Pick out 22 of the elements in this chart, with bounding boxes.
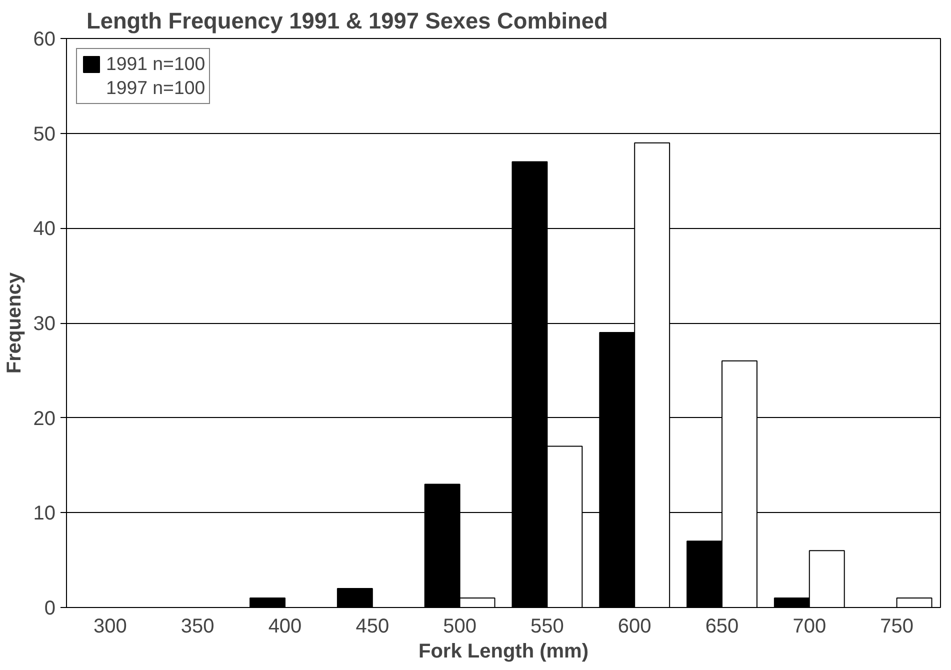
x-tick-label: 700 (792, 616, 826, 638)
legend-label: 1991 n=100 (106, 53, 206, 75)
x-tick-label: 450 (356, 616, 390, 638)
text: 1997 n=100 (106, 77, 206, 99)
x-tick-label: 400 (268, 616, 302, 638)
y-tick-label: 0 (44, 598, 56, 620)
x-tick-label: 350 (180, 616, 214, 638)
y-tick-label: 10 (33, 502, 56, 525)
y-tick-label: 50 (33, 123, 56, 146)
x-tick-label: 550 (530, 616, 564, 638)
x-tick-label: 500 (443, 616, 476, 638)
y-tick-label: 20 (33, 408, 56, 430)
x-tick-label: 600 (618, 616, 652, 638)
y-axis-title: Frequency (3, 272, 26, 374)
y-tick-label: 60 (33, 28, 56, 50)
chart-title: Length Frequency 1991 & 1997 Sexes Combined (86, 8, 608, 34)
x-tick-label: 750 (880, 616, 914, 638)
x-tick-label: 650 (705, 616, 739, 638)
y-tick-label: 40 (33, 218, 56, 240)
x-axis-title: Fork Length (mm) (418, 640, 589, 662)
y-tick-label: 30 (33, 313, 56, 335)
x-tick-label: 300 (94, 616, 127, 638)
